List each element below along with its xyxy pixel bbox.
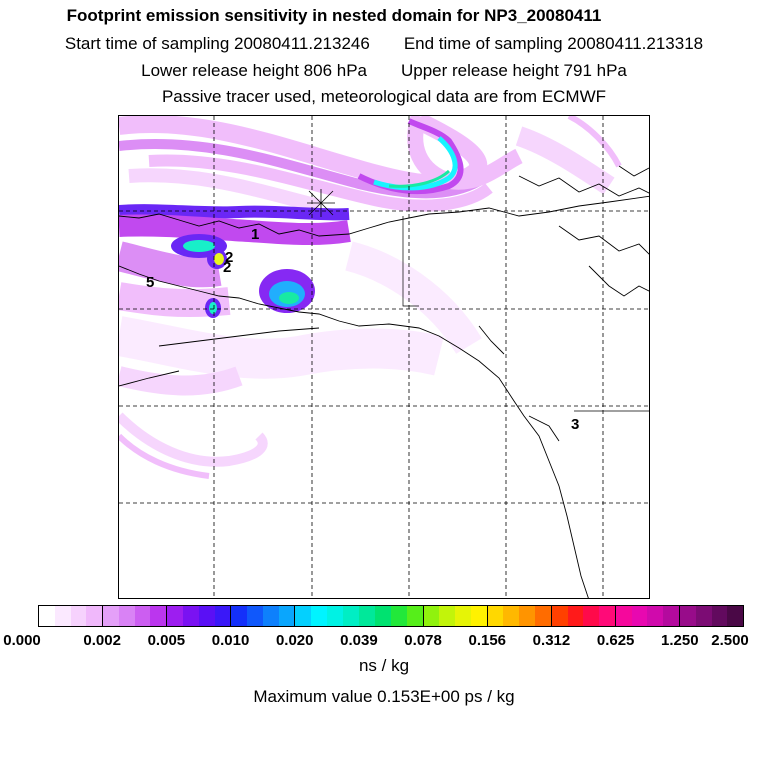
- colorbar-cell: [551, 606, 568, 626]
- colorbar-tick-label: 0.078: [404, 632, 442, 649]
- colorbar-cell: [406, 606, 423, 626]
- colorbar-cell: [631, 606, 648, 626]
- colorbar-cell: [503, 606, 520, 626]
- lower-release-height: Lower release height 806 hPa: [141, 61, 367, 80]
- colorbar-cell: [519, 606, 535, 626]
- colorbar-cell: [214, 606, 231, 626]
- colorbar-cell: [167, 606, 183, 626]
- upper-release-height: Upper release height 791 hPa: [401, 61, 627, 80]
- sampling-time-line: Start time of sampling 20080411.213246 En…: [0, 34, 768, 54]
- colorbar-segment: [231, 606, 296, 626]
- colorbar-cell: [39, 606, 55, 626]
- tracer-info: Passive tracer used, meteorological data…: [161, 87, 607, 106]
- emission-plume: [119, 116, 622, 479]
- colorbar-cell: [470, 606, 487, 626]
- colorbar-segment: [167, 606, 232, 626]
- colorbar-cell: [487, 606, 504, 626]
- end-time: End time of sampling 20080411.213318: [403, 34, 704, 53]
- colorbar-cell: [663, 606, 679, 626]
- colorbar-cell: [535, 606, 551, 626]
- colorbar-cell: [695, 606, 712, 626]
- footprint-map: 1 2 2 5 3: [118, 115, 650, 599]
- colorbar-cell: [311, 606, 327, 626]
- coastlines: [119, 165, 649, 598]
- colorbar-segment: [487, 606, 552, 626]
- colorbar-tick-label: 0.002: [83, 632, 121, 649]
- colorbar-segment: [679, 606, 744, 626]
- site-label: 2: [223, 259, 232, 276]
- colorbar-tick-label: 0.312: [532, 632, 571, 649]
- colorbar-cell: [615, 606, 632, 626]
- maximum-value: Maximum value 0.153E+00 ps / kg: [253, 687, 515, 706]
- borders: [402, 216, 649, 412]
- colorbar-segment: [39, 606, 104, 626]
- site-label: 1: [251, 226, 260, 243]
- colorbar-segment: [295, 606, 360, 626]
- colorbar-segment: [103, 606, 168, 626]
- colorbar-cell: [391, 606, 407, 626]
- colorbar-tick-label: 0.156: [468, 632, 507, 649]
- colorbar-tick-label: 0.625: [596, 632, 635, 649]
- colorbar-cell: [262, 606, 279, 626]
- colorbar-segment: [615, 606, 680, 626]
- colorbar-cell: [647, 606, 664, 626]
- colorbar-cell: [599, 606, 615, 626]
- colorbar-cell: [182, 606, 199, 626]
- colorbar-cell: [567, 606, 584, 626]
- release-point-marker: [307, 189, 335, 217]
- colorbar-cell: [342, 606, 359, 626]
- colorbar-tick-label: 2.500: [711, 632, 749, 649]
- colorbar-cell: [679, 606, 696, 626]
- map-canvas: [119, 116, 649, 598]
- colorbar-cell: [439, 606, 456, 626]
- colorbar-cell: [150, 606, 167, 626]
- colorbar-segment: [551, 606, 616, 626]
- colorbar-cell: [295, 606, 312, 626]
- colorbar-cell: [727, 606, 744, 626]
- colorbar-cell: [54, 606, 71, 626]
- colorbar-cell: [86, 606, 103, 626]
- release-height-line: Lower release height 806 hPa Upper releas…: [0, 61, 768, 81]
- colorbar-tick-label: 0.000: [3, 632, 41, 649]
- colorbar-cell: [711, 606, 728, 626]
- colorbar-cell: [247, 606, 263, 626]
- colorbar-cell: [326, 606, 343, 626]
- colorbar-segment: [359, 606, 424, 626]
- colorbar-cell: [198, 606, 215, 626]
- colorbar-cell: [359, 606, 376, 626]
- site-label: 5: [146, 274, 155, 291]
- gridlines: [119, 116, 649, 598]
- colorbar-tick-label: 1.250: [661, 632, 699, 649]
- colorbar-cell: [375, 606, 392, 626]
- colorbar-cell: [118, 606, 135, 626]
- colorbar-cell: [455, 606, 471, 626]
- start-time: Start time of sampling 20080411.213246: [64, 34, 370, 53]
- colorbar-tick-label: 0.010: [211, 632, 250, 649]
- units-label: ns / kg: [358, 656, 410, 675]
- colorbar-cell: [70, 606, 87, 626]
- site-label: 2: [225, 249, 234, 266]
- site-label: 3: [571, 416, 580, 433]
- figure-title: Footprint emission sensitivity in nested…: [66, 6, 602, 25]
- colorbar-cell: [134, 606, 151, 626]
- colorbar-cell: [423, 606, 440, 626]
- colorbar-cell: [278, 606, 295, 626]
- colorbar-tick-label: 0.005: [147, 632, 186, 649]
- colorbar-tick-label: 0.020: [275, 632, 314, 649]
- colorbar-cell: [583, 606, 600, 626]
- colorbar-cell: [231, 606, 248, 626]
- colorbar-cell: [103, 606, 119, 626]
- colorbar: [38, 605, 744, 627]
- colorbar-segment: [423, 606, 488, 626]
- colorbar-tick-label: 0.039: [340, 632, 378, 649]
